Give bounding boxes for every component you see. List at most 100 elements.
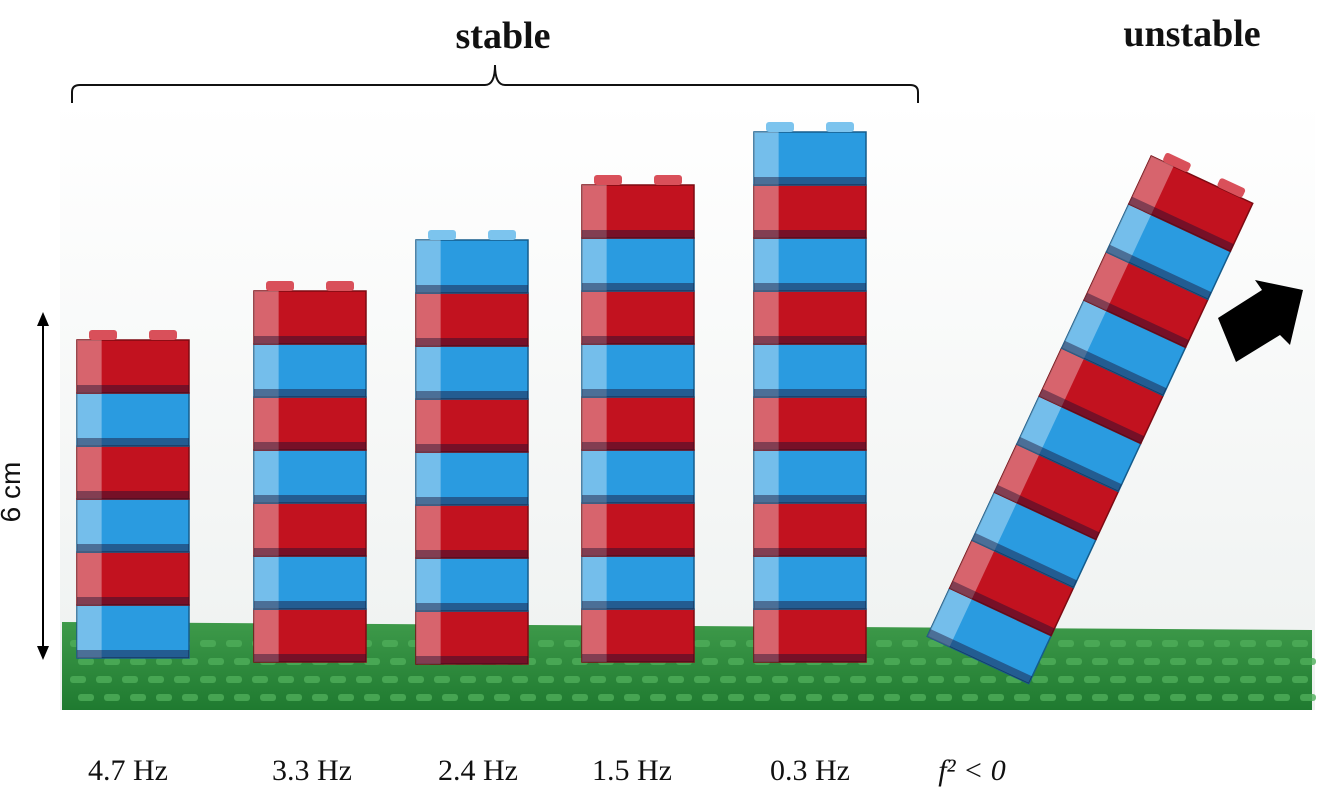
brick: [76, 551, 190, 606]
stud: [390, 658, 406, 665]
brick-seam: [416, 338, 528, 346]
stud: [312, 694, 328, 701]
stud: [824, 676, 840, 683]
brick-highlight: [254, 450, 279, 503]
stud: [1136, 676, 1152, 683]
brick-seam: [754, 336, 866, 344]
frequency-label: 3.3 Hz: [272, 754, 352, 787]
frequency-label: 1.5 Hz: [592, 754, 672, 787]
stud: [364, 658, 380, 665]
stud: [428, 230, 456, 240]
stud: [1162, 640, 1178, 647]
brick-highlight: [754, 291, 779, 344]
stud: [1300, 658, 1316, 665]
brick-seam: [949, 581, 1055, 636]
brick-seam: [972, 533, 1077, 588]
brick-highlight: [416, 558, 441, 611]
stud: [850, 676, 866, 683]
stud: [89, 330, 117, 340]
brick-seam: [77, 438, 189, 446]
stud: [408, 676, 424, 683]
stud: [1248, 658, 1264, 665]
stud: [122, 676, 138, 683]
brick-highlight: [754, 609, 779, 662]
brick: [415, 557, 529, 612]
stud: [208, 658, 224, 665]
scale-arrowhead: [37, 312, 49, 326]
brick-seam: [754, 495, 866, 503]
brick-seam: [754, 389, 866, 397]
stud: [156, 694, 172, 701]
brick: [415, 398, 529, 453]
stud: [382, 676, 398, 683]
frequency-labels: 4.7 Hz 3.3 Hz 2.4 Hz 1.5 Hz 0.3 Hz f² < 0: [88, 754, 1006, 787]
stud: [434, 676, 450, 683]
stud: [200, 640, 216, 647]
brick-highlight: [77, 499, 102, 552]
stud: [702, 694, 718, 701]
stud: [746, 676, 762, 683]
brick-highlight: [254, 503, 279, 556]
stud: [884, 658, 900, 665]
stud: [1066, 658, 1082, 665]
stud: [902, 676, 918, 683]
brick-highlight: [1039, 348, 1084, 407]
brick: [76, 392, 190, 447]
brick-highlight: [416, 399, 441, 452]
brick-seam: [582, 283, 694, 291]
frequency-label: 2.4 Hz: [438, 754, 518, 787]
stud: [780, 694, 796, 701]
brick-seam: [994, 484, 1100, 540]
stud: [624, 694, 640, 701]
stud: [694, 640, 710, 647]
brick: [581, 608, 695, 663]
brick-highlight: [754, 132, 779, 185]
stud: [494, 694, 510, 701]
stud: [1170, 658, 1186, 665]
brick-highlight: [582, 238, 607, 291]
brick-seam: [1084, 292, 1189, 348]
stud: [1163, 152, 1191, 172]
brick-highlight: [972, 492, 1017, 551]
brick-highlight: [754, 503, 779, 556]
stud: [616, 676, 632, 683]
stud: [1118, 694, 1134, 701]
brick-seam: [77, 385, 189, 393]
stud: [78, 658, 94, 665]
stud: [326, 281, 354, 291]
brick-seam: [254, 495, 366, 503]
brick-highlight: [416, 293, 441, 346]
brick: [253, 555, 367, 610]
brick-seam: [416, 497, 528, 505]
brick-highlight: [754, 397, 779, 450]
stud: [1188, 676, 1204, 683]
brick-seam: [1106, 244, 1212, 300]
brick: [1127, 154, 1254, 253]
stud: [304, 676, 320, 683]
stud: [1274, 658, 1290, 665]
brick-highlight: [254, 397, 279, 450]
stud: [460, 676, 476, 683]
brick-highlight: [254, 344, 279, 397]
stable-label: stable: [456, 15, 551, 57]
frequency-label: f² < 0: [938, 754, 1006, 787]
stud: [702, 658, 718, 665]
stud: [1274, 694, 1290, 701]
brick-seam: [754, 283, 866, 291]
brick-seam: [254, 389, 366, 397]
stud: [130, 694, 146, 701]
brick-highlight: [582, 450, 607, 503]
brick-highlight: [582, 185, 607, 238]
stud: [676, 694, 692, 701]
brick: [581, 502, 695, 557]
brick-seam: [77, 597, 189, 605]
stud: [546, 694, 562, 701]
brick-highlight: [77, 393, 102, 446]
stud: [266, 281, 294, 291]
stud: [488, 230, 516, 240]
stud: [1058, 676, 1074, 683]
stud: [1084, 676, 1100, 683]
brick-highlight: [416, 452, 441, 505]
stud: [728, 694, 744, 701]
